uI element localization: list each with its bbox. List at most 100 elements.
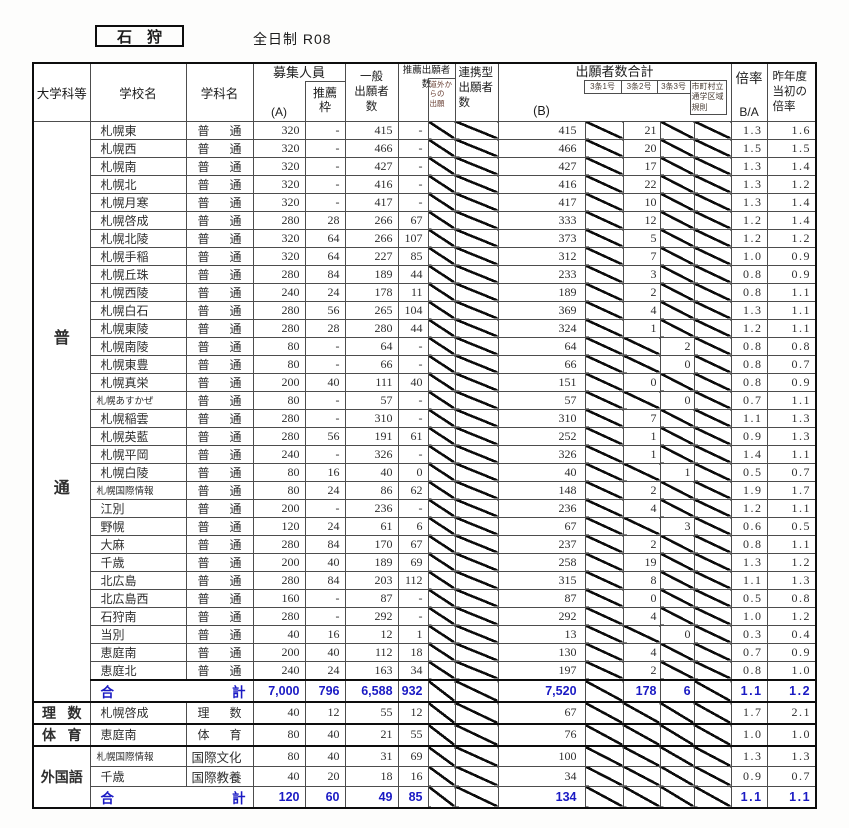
cell-j1-slash [584, 462, 624, 482]
cell-prev-rate: 0.7 [766, 462, 817, 482]
label-char: 普 [197, 393, 210, 408]
cell-city-slash [693, 722, 732, 746]
cell-total-b: 373 [497, 228, 586, 248]
cell-ippan-count: 49 [344, 785, 399, 808]
cell-renkei-slash [454, 192, 499, 212]
label-char: 普 [197, 141, 210, 156]
header-recruit-label: 募集人員 [273, 65, 326, 80]
cell-city-slash [693, 156, 732, 176]
cell-prev-rate: 1.4 [766, 192, 817, 212]
cell-dogai-slash [427, 282, 456, 302]
label-char: 普 [197, 285, 210, 300]
label-char: 普 [197, 627, 210, 642]
label-char: 通 [229, 645, 242, 660]
cell-prev-rate: 0.9 [766, 264, 817, 284]
cell-j2-slash [622, 785, 661, 808]
cell-j2-slash [622, 722, 661, 746]
cell-j1-slash [584, 498, 624, 518]
header-dept-name: 学科名 [185, 62, 254, 122]
cell-total-b: 34 [497, 765, 586, 787]
cell-j2: 4 [622, 300, 661, 320]
cell-j1-slash [584, 552, 624, 572]
cell-ippan-count: 111 [344, 372, 399, 392]
cell-prev-rate: 1.4 [766, 156, 817, 176]
label-spread: 普通 [187, 176, 252, 192]
cell-j2: 17 [622, 156, 661, 176]
table-row: 千歳普通 200 40 189 69 258 19 1.3 1.2 [33, 552, 817, 572]
cell-j3-slash [659, 660, 695, 680]
table-row: 札幌南陵普通 80-64-64 2 0.8 0.8 [33, 336, 817, 356]
cell-renkei-slash [454, 462, 499, 482]
cell-recruit-a: 120 [252, 785, 306, 808]
cell-j1-slash [584, 174, 624, 194]
cell-school-name: 恵庭北 [89, 660, 187, 680]
cell-school-name: 千歳 [89, 765, 187, 787]
cell-j3-slash [659, 264, 695, 284]
cell-rate: 1.2 [730, 498, 768, 518]
cell-recruit-a: 80 [252, 480, 306, 500]
cell-ippan-count: 266 [344, 228, 399, 248]
label-char: 普 [197, 663, 210, 678]
cell-dogai-slash [427, 354, 456, 374]
cell-prev-rate: 0.9 [766, 372, 817, 392]
cell-j3-slash [659, 372, 695, 392]
cell-j3-slash [659, 192, 695, 212]
label-char: 通 [229, 303, 242, 318]
cell-j3: 1 [659, 462, 695, 482]
cell-city-slash [693, 785, 732, 808]
label-spread: 普通 [187, 140, 252, 156]
cell-prev-rate: 2.1 [766, 700, 817, 724]
header-suisen-count: 推薦出願者数 道外からの 出願 [397, 62, 456, 122]
label-spread: 普通 [187, 572, 252, 588]
cell-recruit-a: 80 [252, 744, 306, 767]
cell-rate: 0.8 [730, 264, 768, 284]
cell-j1-slash [584, 534, 624, 554]
cell-city-slash [693, 744, 732, 767]
cell-suisen-waku: - [304, 354, 346, 374]
cell-rate: 0.7 [730, 642, 768, 662]
cell-dept-name: 普通 [185, 570, 254, 590]
cell-j1-slash [584, 660, 624, 680]
cell-suisen-count: 104 [397, 300, 429, 320]
cell-j3: 2 [659, 336, 695, 356]
cell-suisen-waku: - [304, 192, 346, 212]
cell-dept-name: 普通 [185, 534, 254, 554]
cell-dogai-slash [427, 246, 456, 266]
label-spread: 普通 [187, 356, 252, 372]
cell-ippan-count: 66 [344, 354, 399, 374]
cell-renkei-slash [454, 678, 499, 702]
cell-total-b: 87 [497, 588, 586, 608]
header-school-name: 学校名 [89, 62, 187, 122]
cell-recruit-a: 160 [252, 588, 306, 608]
cell-j3-slash [659, 765, 695, 787]
cell-recruit-a: 80 [252, 354, 306, 374]
cell-ippan-count: 87 [344, 588, 399, 608]
cell-suisen-count: - [397, 138, 429, 158]
cell-j1-slash [584, 722, 624, 746]
cell-j2-slash [622, 744, 661, 767]
cell-dogai-slash [427, 624, 456, 644]
cell-suisen-waku: 84 [304, 264, 346, 284]
cell-school-name: 札幌東陵 [89, 318, 187, 338]
cell-school-name: 札幌月寒 [89, 192, 187, 212]
cell-j2: 1 [622, 426, 661, 446]
cell-j3-slash [659, 700, 695, 724]
cell-school-name: 札幌白陵 [89, 462, 187, 482]
category-cell: 普通 [32, 120, 91, 702]
cell-j1-slash [584, 426, 624, 446]
cell-suisen-count: 61 [397, 426, 429, 446]
cell-dogai-slash [427, 156, 456, 176]
cell-suisen-waku: 24 [304, 516, 346, 536]
cell-dogai-slash [427, 678, 456, 702]
cell-prev-rate: 1.0 [766, 660, 817, 680]
label-char: 通 [229, 249, 242, 264]
label-char: 通 [229, 519, 242, 534]
cell-prev-rate: 1.5 [766, 138, 817, 158]
cell-suisen-count: 18 [397, 642, 429, 662]
cell-j2: 2 [622, 534, 661, 554]
cell-suisen-count: 932 [397, 678, 429, 702]
cell-rate: 1.0 [730, 606, 768, 626]
cell-rate: 0.8 [730, 282, 768, 302]
cell-ippan-count: 61 [344, 516, 399, 536]
cell-j1-slash [584, 372, 624, 392]
